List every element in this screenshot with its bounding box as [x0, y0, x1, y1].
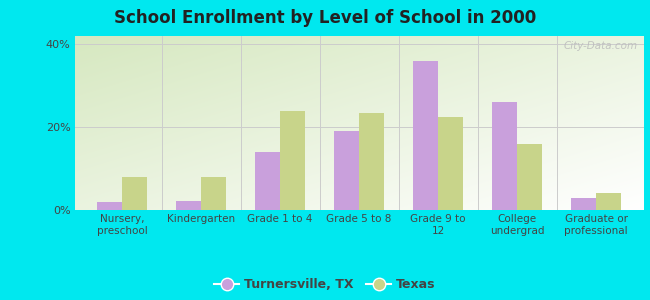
Bar — [280, 111, 305, 210]
Bar — [97, 202, 122, 210]
Bar — [492, 102, 517, 210]
Text: City-Data.com: City-Data.com — [564, 41, 638, 51]
Bar — [122, 177, 148, 210]
Bar — [571, 198, 596, 210]
Bar — [255, 152, 280, 210]
Bar — [413, 61, 438, 210]
Text: School Enrollment by Level of School in 2000: School Enrollment by Level of School in … — [114, 9, 536, 27]
Legend: Turnersville, TX, Texas: Turnersville, TX, Texas — [212, 276, 438, 294]
Bar — [438, 117, 463, 210]
Bar — [201, 177, 226, 210]
Bar — [596, 194, 621, 210]
Bar — [517, 144, 542, 210]
Bar — [176, 201, 201, 210]
Bar — [359, 112, 384, 210]
Bar — [334, 131, 359, 210]
